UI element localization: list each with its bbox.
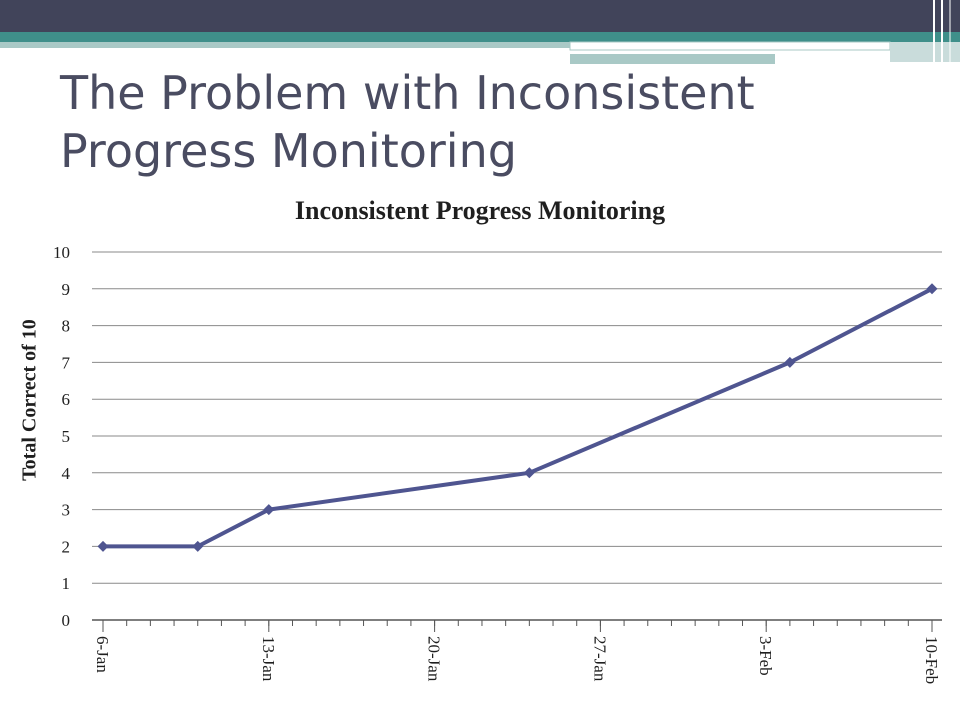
header-band-light <box>0 42 570 48</box>
slide-title: The Problem with Inconsistent Progress M… <box>60 66 755 178</box>
y-tick-label: 6 <box>62 390 71 409</box>
x-tick-label: 27-Jan <box>590 636 609 682</box>
y-tick-label: 3 <box>62 501 71 520</box>
x-tick-label: 6-Jan <box>93 636 112 673</box>
data-point <box>523 467 535 479</box>
y-tick-label: 1 <box>62 574 71 593</box>
y-tick-label: 7 <box>62 353 71 372</box>
header-band-dark <box>0 0 960 32</box>
y-tick-label: 5 <box>62 427 71 446</box>
data-point <box>97 540 109 552</box>
y-axis-ticks: 0 1 2 3 4 5 6 7 8 9 10 <box>53 243 71 630</box>
y-tick-label: 2 <box>62 537 71 556</box>
x-tick-label: 20-Jan <box>425 636 444 682</box>
data-point <box>784 356 796 368</box>
data-point <box>263 504 275 516</box>
data-point <box>926 283 938 295</box>
data-point <box>192 540 204 552</box>
header-band-accent <box>570 54 775 64</box>
series-line <box>103 287 933 549</box>
header-band-teal <box>0 32 960 42</box>
y-tick-label: 4 <box>62 464 71 483</box>
x-tick-label: 10-Feb <box>922 636 941 684</box>
x-axis: 6-Jan 13-Jan 20-Jan 27-Jan 3-Feb 10-Feb <box>92 619 942 684</box>
x-tick-label: 13-Jan <box>259 636 278 682</box>
y-tick-label: 0 <box>62 611 71 630</box>
y-tick-label: 9 <box>62 280 71 299</box>
series-layer <box>97 283 938 552</box>
y-tick-label: 10 <box>53 243 70 262</box>
slide-header-band <box>0 0 960 64</box>
x-tick-label: 3-Feb <box>756 636 775 676</box>
y-tick-label: 8 <box>62 317 71 336</box>
chart-title: Inconsistent Progress Monitoring <box>294 196 666 225</box>
